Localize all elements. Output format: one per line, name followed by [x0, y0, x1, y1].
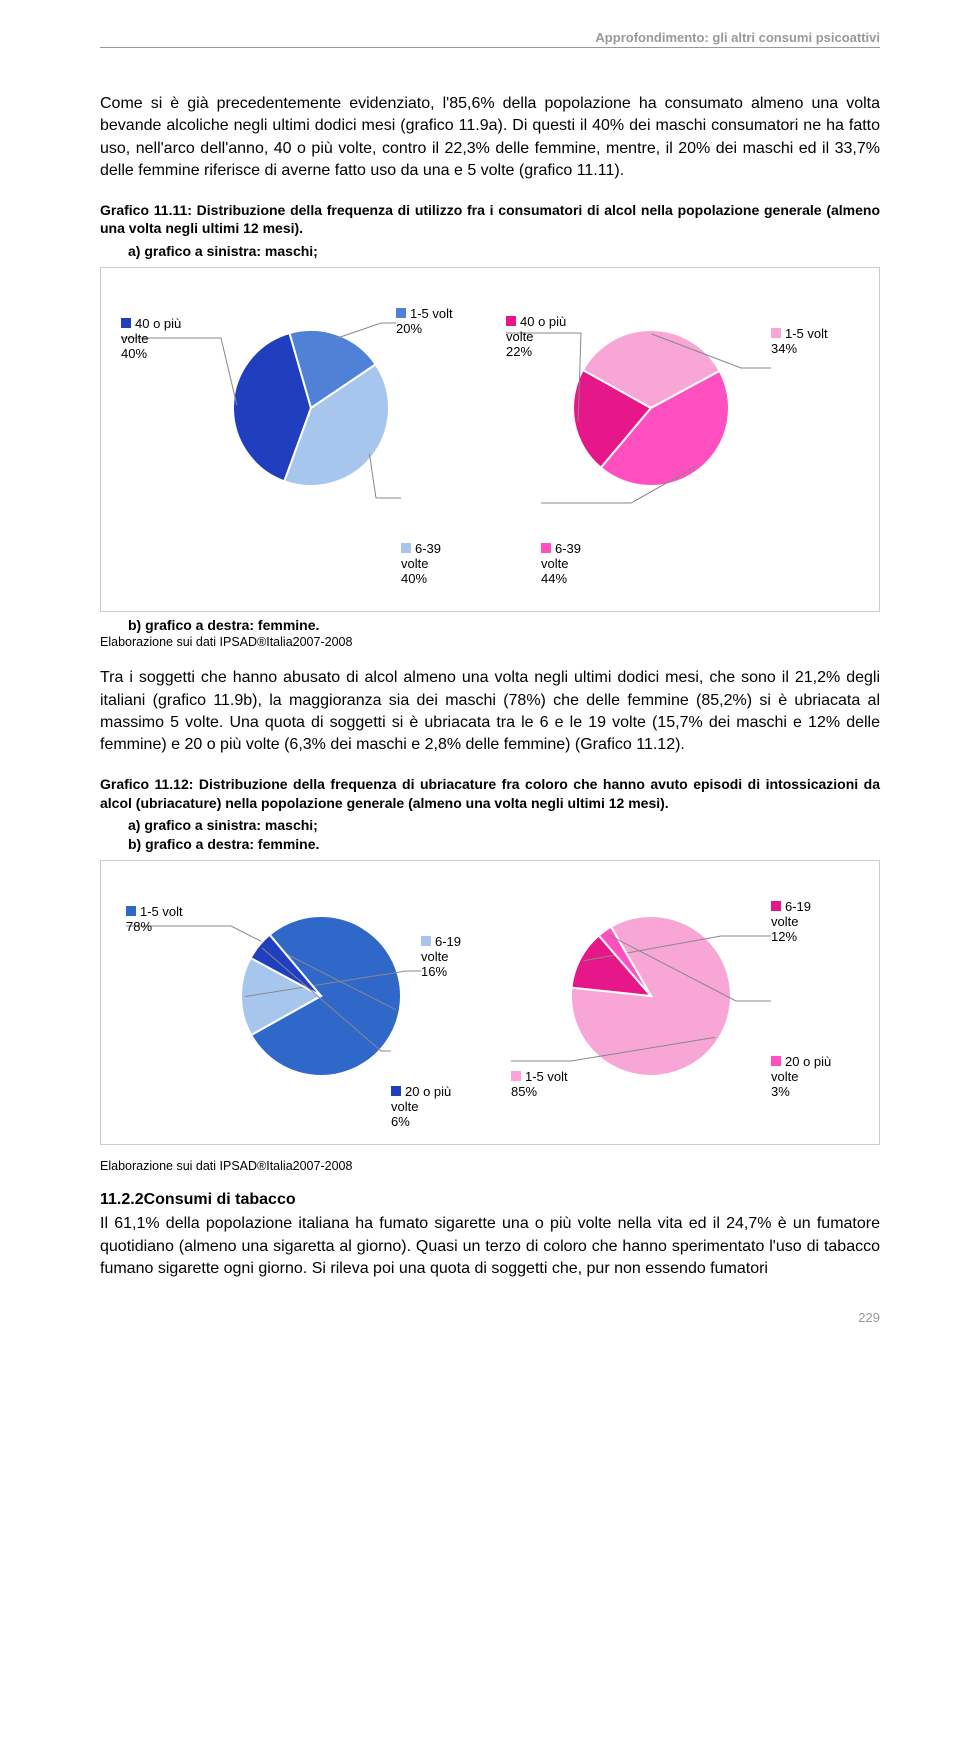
- pie-label: volte: [121, 331, 148, 346]
- pie-label: 40 o più: [520, 314, 566, 329]
- figure-subcaption-2b: b) grafico a destra: femmine.: [100, 835, 880, 854]
- pie-label: 20 o più: [405, 1084, 451, 1099]
- pie-label: 1-5 volt: [525, 1069, 568, 1084]
- figure-subcaption-1a: a) grafico a sinistra: maschi;: [100, 242, 880, 261]
- pie-label: 22%: [506, 344, 532, 359]
- figure-caption-2: Grafico 11.12: Distribuzione della frequ…: [100, 775, 880, 813]
- pie-label: volte: [401, 556, 428, 571]
- pie-label: 40%: [401, 571, 427, 586]
- pie-label: 1-5 volt: [410, 306, 453, 321]
- pie-label: volte: [541, 556, 568, 571]
- pie-label: 6-39: [415, 541, 441, 556]
- source-1: Elaborazione sui dati IPSAD®Italia2007-2…: [100, 635, 880, 649]
- figure-caption-1: Grafico 11.11: Distribuzione della frequ…: [100, 201, 880, 239]
- page-number: 229: [100, 1310, 880, 1325]
- pie-label: 6-19: [435, 934, 461, 949]
- pie-label: volte: [391, 1099, 418, 1114]
- chart-1-svg: 40 o piùvolte40%1-5 volt20%6-39volte40%4…: [111, 278, 871, 598]
- paragraph-1: Come si è già precedentemente evidenziat…: [100, 93, 880, 183]
- chart-box-2: 1-5 volt78%6-19volte16%20 o piùvolte6%1-…: [100, 860, 880, 1145]
- paragraph-3: Il 61,1% della popolazione italiana ha f…: [100, 1213, 880, 1280]
- pie-label: 6-39: [555, 541, 581, 556]
- pie-label: 3%: [771, 1084, 790, 1099]
- page-header: Approfondimento: gli altri consumi psico…: [100, 30, 880, 48]
- figure-subcaption-2a: a) grafico a sinistra: maschi;: [100, 816, 880, 835]
- pie-label: 1-5 volt: [785, 326, 828, 341]
- pie-label: 16%: [421, 964, 447, 979]
- chart-box-1: 40 o piùvolte40%1-5 volt20%6-39volte40%4…: [100, 267, 880, 612]
- pie-label: 20%: [396, 321, 422, 336]
- pie-label: 44%: [541, 571, 567, 586]
- source-2: Elaborazione sui dati IPSAD®Italia2007-2…: [100, 1159, 880, 1173]
- chart-2-svg: 1-5 volt78%6-19volte16%20 o piùvolte6%1-…: [111, 871, 871, 1131]
- pie-label: 1-5 volt: [140, 904, 183, 919]
- pie-label: volte: [771, 1069, 798, 1084]
- pie-label: 20 o più: [785, 1054, 831, 1069]
- pie-label: 40%: [121, 346, 147, 361]
- pie-label: 85%: [511, 1084, 537, 1099]
- pie-label: 40 o più: [135, 316, 181, 331]
- pie-label: 6%: [391, 1114, 410, 1129]
- pie-label: volte: [421, 949, 448, 964]
- pie-label: 34%: [771, 341, 797, 356]
- pie-label: volte: [506, 329, 533, 344]
- pie-label: 12%: [771, 929, 797, 944]
- pie-label: volte: [771, 914, 798, 929]
- pie-label: 6-19: [785, 899, 811, 914]
- figure-subcaption-1b: b) grafico a destra: femmine.: [100, 616, 880, 635]
- pie-label: 78%: [126, 919, 152, 934]
- section-heading: 11.2.2Consumi di tabacco: [100, 1191, 880, 1209]
- paragraph-2: Tra i soggetti che hanno abusato di alco…: [100, 667, 880, 757]
